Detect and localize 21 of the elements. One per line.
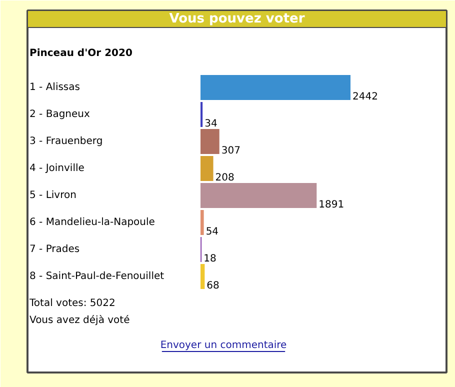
- text: Vous avez déjà voté: [30, 315, 130, 326]
- y-tick-label: 5 - Livron: [30, 190, 76, 201]
- y-tick-label: 1 - Alissas: [30, 82, 80, 93]
- y-tick-label: 2 - Bagneux: [30, 109, 90, 120]
- text: Total votes: 5022: [28, 298, 116, 309]
- data-label: 208: [215, 172, 234, 184]
- data-label: 54: [206, 226, 219, 238]
- y-tick-label: 7 - Prades: [30, 244, 80, 255]
- y-tick-label: 6 - Mandelieu-la-Napoule: [30, 217, 155, 228]
- data-label: 1891: [318, 200, 344, 210]
- data-label: 2442: [352, 92, 378, 102]
- chart-title: Vous pouvez voter: [169, 12, 306, 26]
- data-label: 34: [204, 118, 218, 130]
- y-tick-label: 8 - Saint-Paul-de-Fenouillet: [30, 271, 164, 282]
- data-label: 68: [206, 280, 220, 292]
- y-tick-label: 4 - Joinville: [30, 163, 84, 174]
- text: Envoyer un commentaire: [160, 340, 287, 351]
- data-label: 307: [221, 146, 240, 156]
- data-label: 18: [204, 254, 216, 264]
- y-tick-label: 3 - Frauenberg: [30, 136, 103, 147]
- text: Pinceau d'Or 2020: [30, 48, 132, 59]
